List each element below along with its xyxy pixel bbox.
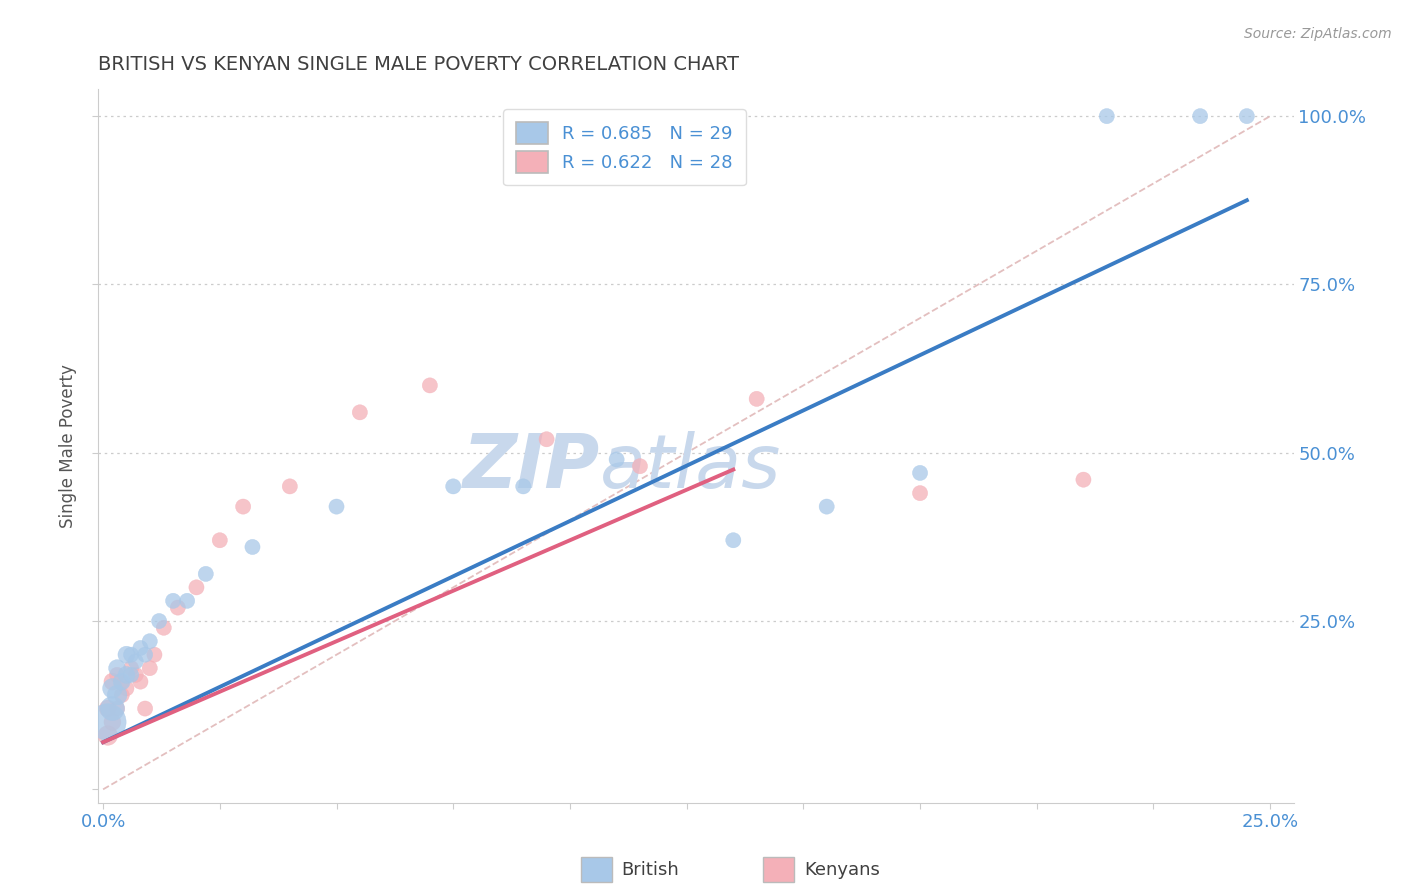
- Point: [512, 479, 534, 493]
- Legend: R = 0.685   N = 29, R = 0.622   N = 28: R = 0.685 N = 29, R = 0.622 N = 28: [503, 109, 745, 186]
- Text: Kenyans: Kenyans: [804, 861, 880, 879]
- Point: [1095, 109, 1118, 123]
- Point: [242, 540, 264, 554]
- Point: [176, 594, 198, 608]
- Point: [101, 681, 124, 696]
- Point: [115, 648, 138, 662]
- Point: [97, 729, 120, 743]
- Point: [419, 378, 441, 392]
- Point: [120, 668, 142, 682]
- Point: [441, 479, 464, 493]
- Point: [129, 640, 152, 655]
- Point: [208, 533, 231, 548]
- Point: [606, 452, 628, 467]
- Point: [115, 668, 138, 682]
- Point: [101, 714, 124, 729]
- Point: [349, 405, 371, 419]
- Point: [186, 580, 208, 594]
- Point: [111, 688, 134, 702]
- Point: [120, 661, 142, 675]
- Point: [105, 661, 128, 675]
- Point: [194, 566, 217, 581]
- Point: [101, 674, 124, 689]
- Point: [536, 432, 558, 446]
- Point: [162, 594, 184, 608]
- Text: ZIP: ZIP: [463, 431, 600, 504]
- Point: [745, 392, 768, 406]
- Point: [908, 486, 931, 500]
- Point: [815, 500, 838, 514]
- Point: [120, 648, 142, 662]
- Y-axis label: Single Male Poverty: Single Male Poverty: [59, 364, 77, 528]
- Text: Source: ZipAtlas.com: Source: ZipAtlas.com: [1244, 27, 1392, 41]
- Point: [232, 500, 254, 514]
- Point: [111, 674, 134, 689]
- Point: [139, 634, 162, 648]
- Point: [143, 648, 166, 662]
- Point: [105, 688, 128, 702]
- Point: [152, 621, 174, 635]
- Point: [97, 714, 120, 729]
- Point: [105, 701, 128, 715]
- Point: [628, 459, 651, 474]
- Point: [125, 655, 148, 669]
- Point: [166, 600, 188, 615]
- Point: [1073, 473, 1095, 487]
- Point: [134, 701, 156, 715]
- Text: British: British: [621, 861, 679, 879]
- Point: [1189, 109, 1212, 123]
- Point: [125, 668, 148, 682]
- Point: [139, 661, 162, 675]
- Point: [908, 466, 931, 480]
- Point: [101, 701, 124, 715]
- Point: [97, 701, 120, 715]
- Point: [1236, 109, 1258, 123]
- Point: [105, 668, 128, 682]
- Text: BRITISH VS KENYAN SINGLE MALE POVERTY CORRELATION CHART: BRITISH VS KENYAN SINGLE MALE POVERTY CO…: [98, 54, 740, 74]
- Point: [115, 681, 138, 696]
- Point: [723, 533, 745, 548]
- Text: atlas: atlas: [600, 432, 782, 503]
- Point: [129, 674, 152, 689]
- Point: [148, 614, 170, 628]
- Point: [134, 648, 156, 662]
- Point: [111, 674, 134, 689]
- Point: [278, 479, 301, 493]
- Point: [325, 500, 347, 514]
